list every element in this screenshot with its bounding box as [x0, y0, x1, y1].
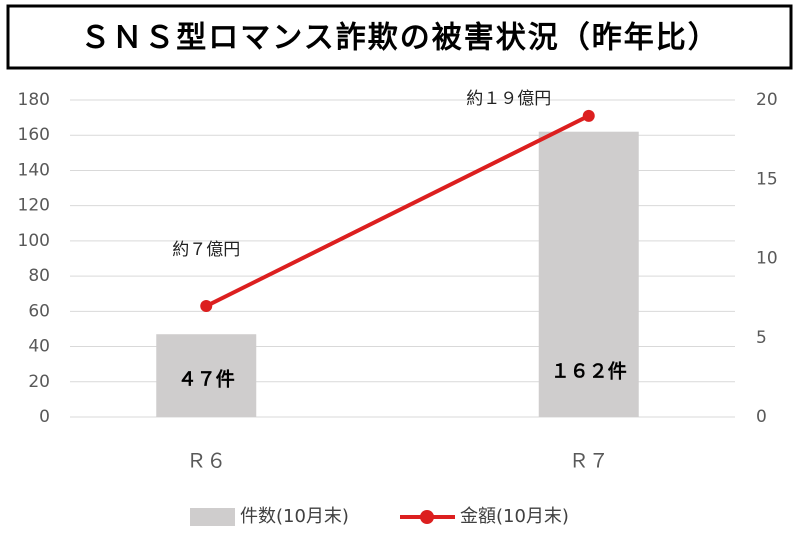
y-tick-label: 180 [18, 90, 50, 110]
legend-marker [420, 510, 434, 524]
legend-swatch [190, 508, 235, 526]
bar [156, 334, 257, 417]
title-box [6, 4, 793, 70]
bar [538, 131, 639, 417]
y-tick-label: 0 [39, 407, 50, 427]
y-tick-label: 120 [18, 196, 50, 216]
y-tick-label: 140 [18, 160, 50, 180]
y-tick-label: 100 [18, 231, 50, 251]
y2-tick-label: 20 [756, 90, 778, 110]
legend-label: 金額(10月末) [460, 506, 569, 527]
line-value-label: 約７億円 [172, 240, 240, 260]
legend-label: 件数(10月末) [240, 506, 349, 527]
y2-tick-label: 15 [756, 169, 778, 189]
line-marker [200, 300, 213, 313]
y2-tick-label: 10 [756, 249, 778, 269]
x-tick-label: Ｒ６ [186, 449, 226, 473]
y-tick-label: 160 [18, 125, 50, 145]
chart-title: ＳＮＳ型ロマンス詐欺の被害状況（昨年比） [80, 21, 719, 56]
y-tick-label: 20 [28, 372, 50, 392]
bar-value-label: ４７件 [178, 368, 235, 391]
line-value-label: 約１９億円 [466, 89, 551, 109]
y2-tick-label: 5 [756, 328, 767, 348]
y2-tick-label: 0 [756, 407, 767, 427]
bar-value-label: １６２件 [551, 360, 627, 383]
line [205, 114, 590, 308]
y-tick-label: 80 [28, 266, 50, 286]
line-marker [582, 109, 595, 122]
x-tick-label: Ｒ７ [569, 449, 609, 473]
y-tick-label: 60 [28, 301, 50, 321]
y-tick-label: 40 [28, 337, 50, 357]
